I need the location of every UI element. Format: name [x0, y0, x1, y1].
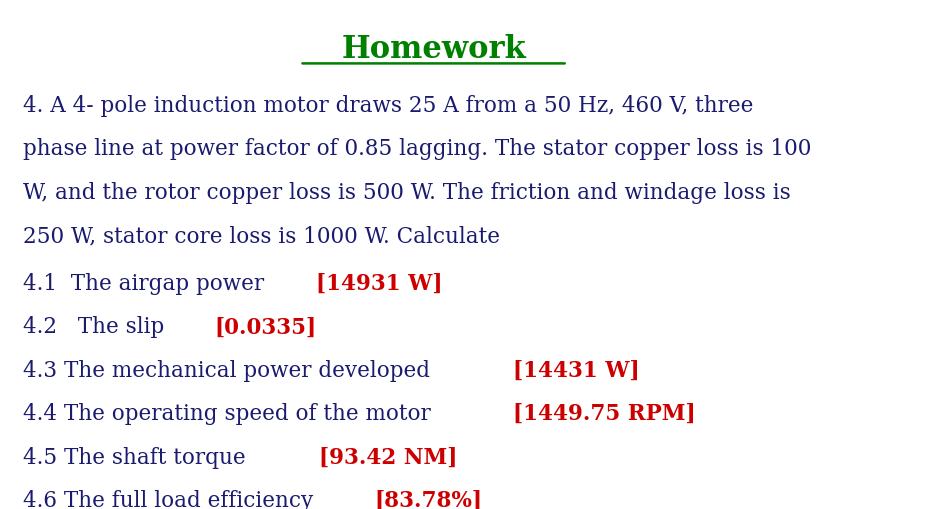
- Text: [0.0335]: [0.0335]: [214, 316, 317, 338]
- Text: Homework: Homework: [341, 34, 526, 65]
- Text: 4.2   The slip: 4.2 The slip: [23, 316, 185, 338]
- Text: W, and the rotor copper loss is 500 W. The friction and windage loss is: W, and the rotor copper loss is 500 W. T…: [23, 181, 791, 203]
- Text: 4.1  The airgap power: 4.1 The airgap power: [23, 272, 271, 295]
- Text: 4.6 The full load efficiency: 4.6 The full load efficiency: [23, 489, 320, 509]
- Text: 4.3 The mechanical power developed: 4.3 The mechanical power developed: [23, 359, 437, 381]
- Text: 250 W, stator core loss is 1000 W. Calculate: 250 W, stator core loss is 1000 W. Calcu…: [23, 224, 500, 246]
- Text: 4. A 4- pole induction motor draws 25 A from a 50 Hz, 460 V, three: 4. A 4- pole induction motor draws 25 A …: [23, 95, 753, 117]
- Text: 4.4 The operating speed of the motor: 4.4 The operating speed of the motor: [23, 403, 438, 425]
- Text: [14931 W]: [14931 W]: [316, 272, 443, 295]
- Text: phase line at power factor of 0.85 lagging. The stator copper loss is 100: phase line at power factor of 0.85 laggi…: [23, 138, 811, 160]
- Text: [1449.75 RPM]: [1449.75 RPM]: [513, 403, 696, 425]
- Text: [83.78%]: [83.78%]: [374, 489, 483, 509]
- Text: 4.5 The shaft torque: 4.5 The shaft torque: [23, 446, 273, 468]
- Text: [14431 W]: [14431 W]: [512, 359, 639, 381]
- Text: [93.42 NM]: [93.42 NM]: [319, 446, 457, 468]
